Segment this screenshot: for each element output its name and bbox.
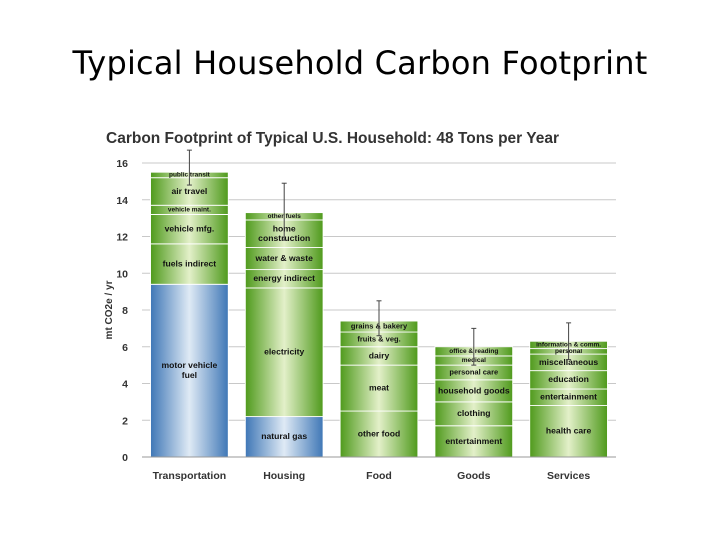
segment-label: clothing [457, 408, 490, 418]
segment-label: other food [358, 428, 400, 438]
segment-label: health care [546, 426, 592, 436]
bar-segment-electricity [244, 287, 324, 418]
error-bar [566, 322, 572, 361]
y-tick-label: 16 [116, 158, 128, 170]
segment-label: natural gas [261, 431, 307, 441]
bar-segment-other-food [339, 410, 419, 458]
stacked-bar-chart: Carbon Footprint of Typical U.S. Househo… [104, 130, 616, 482]
bar-services: health care entertainment education miscell… [529, 322, 608, 458]
segment-label: vehicle mfg. [165, 224, 215, 234]
y-tick-label: 14 [116, 195, 128, 207]
x-tick-label: Food [366, 470, 392, 482]
bar-segment-motor-vehicle-fuel [150, 283, 229, 458]
x-tick-label: Transportation [153, 470, 227, 482]
y-tick-label: 0 [122, 452, 128, 464]
segment-label: personal care [449, 368, 498, 377]
error-bar [186, 149, 192, 186]
y-axis-label: mt CO2e / yr [104, 280, 115, 339]
segment-label: miscellaneous [539, 357, 598, 367]
segment-label: fuels indirect [163, 258, 217, 268]
bar-housing: natural gas electricity energy indirect wat… [244, 182, 324, 458]
segment-label: water & waste [255, 253, 314, 263]
chart-title: Carbon Footprint of Typical U.S. Househo… [106, 130, 559, 147]
y-tick-label: 6 [122, 342, 128, 354]
segment-label: household goods [438, 385, 510, 395]
segment-label: entertainment [445, 436, 502, 446]
y-tick-label: 4 [122, 379, 128, 391]
error-bar [471, 327, 477, 366]
bar-segment-vehicle-mfg [150, 213, 229, 245]
y-axis: 0 2 4 6 8 10 12 14 16 [116, 158, 128, 464]
slide-title: Typical Household Carbon Footprint [72, 44, 648, 82]
bar-goods: entertainment clothing household goods pers… [434, 327, 514, 458]
bar-transportation: motor vehicle fuel fuels indirect vehicle m… [150, 149, 229, 458]
x-tick-label: Housing [263, 470, 305, 482]
bar-segment-fuels-indirect [150, 243, 229, 285]
segment-label: motor vehicle fuel [161, 360, 217, 380]
x-tick-label: Goods [457, 470, 490, 482]
segment-label: air travel [171, 186, 207, 196]
y-tick-label: 12 [116, 232, 128, 244]
y-tick-label: 10 [116, 268, 128, 280]
segment-label: electricity [264, 347, 304, 357]
error-bar [376, 300, 382, 337]
segment-label: entertainment [540, 392, 597, 402]
bar-segment-entertainment [434, 425, 514, 458]
y-tick-label: 8 [122, 305, 128, 317]
y-tick-label: 2 [122, 415, 128, 427]
chart-bars: motor vehicle fuel fuels indirect vehicle m… [150, 149, 608, 458]
x-axis: Transportation Housing Food Goods Services [142, 456, 616, 482]
bar-segment-meat [339, 364, 419, 412]
segment-label: meat [369, 383, 389, 393]
segment-label: dairy [369, 350, 390, 360]
x-tick-label: Services [547, 470, 590, 482]
segment-label: energy indirect [253, 273, 315, 283]
segment-label: education [548, 374, 589, 384]
error-bar [281, 182, 287, 241]
segment-label: fruits & veg. [357, 334, 400, 343]
segment-label: vehicle maint. [168, 207, 211, 214]
